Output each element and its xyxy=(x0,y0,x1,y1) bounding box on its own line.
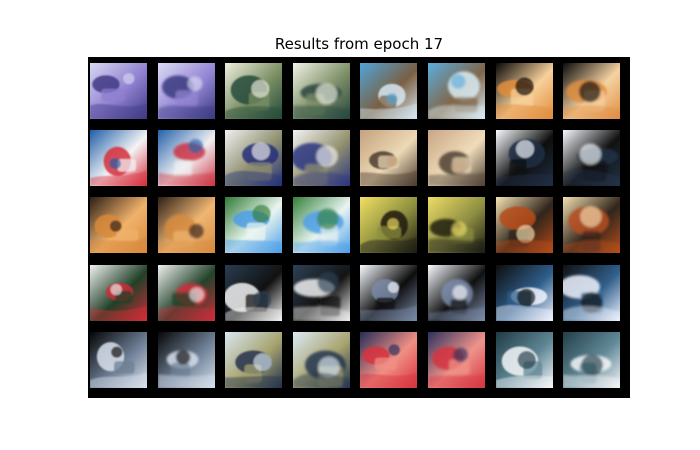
result-thumbnail xyxy=(225,331,283,388)
result-thumbnail xyxy=(90,130,147,187)
result-thumbnail xyxy=(360,63,418,119)
result-thumbnail xyxy=(360,197,418,254)
result-thumbnail xyxy=(90,331,147,388)
result-thumbnail xyxy=(360,331,418,388)
result-thumbnail xyxy=(225,63,283,119)
figure-title: Results from epoch 17 xyxy=(274,35,444,53)
result-thumbnail xyxy=(495,130,553,187)
result-thumbnail xyxy=(563,197,621,254)
result-thumbnail xyxy=(563,331,621,388)
result-thumbnail xyxy=(360,264,418,321)
result-thumbnail xyxy=(157,331,215,388)
result-thumbnail xyxy=(428,331,485,388)
result-thumbnail xyxy=(292,264,350,321)
result-thumbnail xyxy=(90,197,147,254)
result-thumbnail xyxy=(495,63,553,119)
result-thumbnail xyxy=(292,130,350,187)
result-thumbnail xyxy=(563,63,621,119)
result-thumbnail xyxy=(428,264,485,321)
epoch-results-grid xyxy=(88,57,630,398)
result-thumbnail xyxy=(428,130,485,187)
result-thumbnail xyxy=(157,63,215,119)
result-thumbnail xyxy=(428,197,485,254)
result-thumbnail xyxy=(292,63,350,119)
result-thumbnail xyxy=(563,264,621,321)
result-thumbnail xyxy=(225,264,283,321)
result-thumbnail xyxy=(157,197,215,254)
result-thumbnail xyxy=(292,331,350,388)
result-thumbnail xyxy=(157,130,215,187)
result-thumbnail xyxy=(495,331,553,388)
result-thumbnail xyxy=(90,63,147,119)
result-thumbnail xyxy=(225,197,283,254)
result-thumbnail xyxy=(292,197,350,254)
result-thumbnail xyxy=(495,197,553,254)
result-thumbnail xyxy=(225,130,283,187)
result-thumbnail xyxy=(563,130,621,187)
result-thumbnail xyxy=(360,130,418,187)
result-thumbnail xyxy=(428,63,485,119)
result-thumbnail xyxy=(157,264,215,321)
result-thumbnail xyxy=(90,264,147,321)
result-thumbnail xyxy=(495,264,553,321)
